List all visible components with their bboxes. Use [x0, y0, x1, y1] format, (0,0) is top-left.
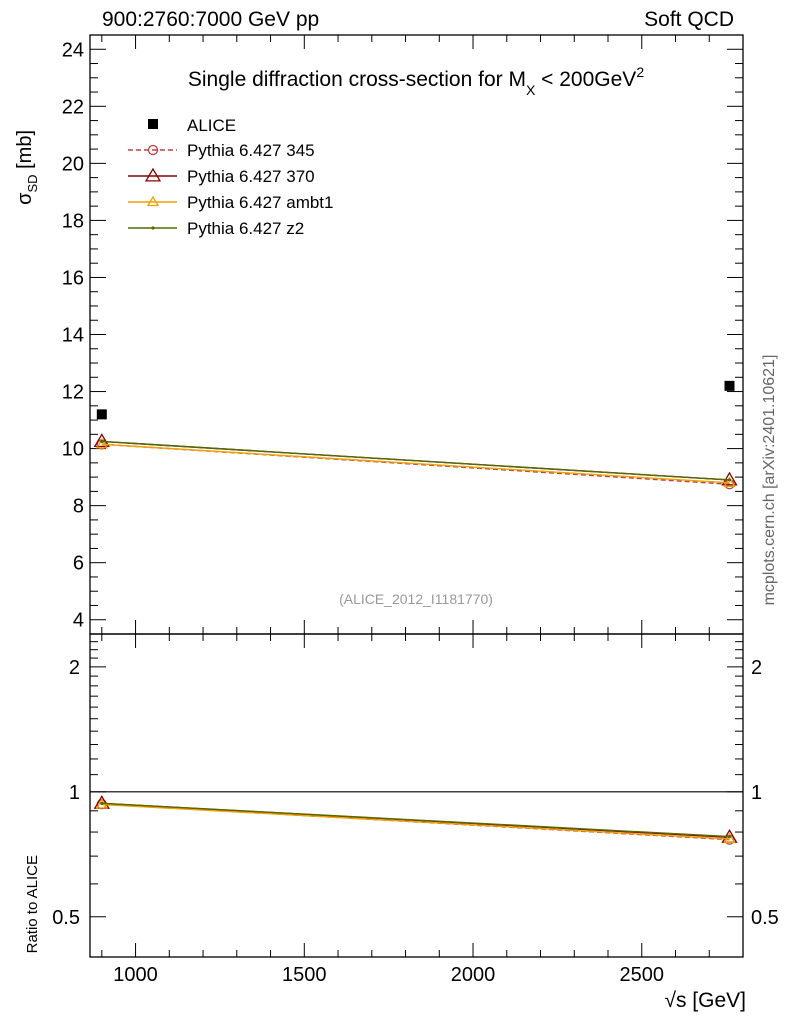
- x-tick-label: 1500: [282, 964, 327, 986]
- legend: ALICE Pythia 6.427 345 Pythia 6.427 370 Pyt…: [128, 116, 333, 238]
- main-y-tick-label: 24: [62, 39, 84, 61]
- main-y-tick-label: 16: [62, 267, 84, 289]
- series-line: [101, 443, 730, 484]
- ratio-y-tick-label-right: 2: [751, 657, 762, 679]
- ratio-series-point: [727, 835, 732, 839]
- main-y-tick-label: 18: [62, 210, 84, 232]
- data-point: [96, 409, 107, 420]
- main-y-axis-label: σSD [mb]: [14, 130, 40, 205]
- chart-title: Single diffraction cross-section for MX …: [188, 64, 644, 98]
- series-point: [723, 476, 736, 487]
- legend-label: Pythia 6.427 370: [187, 167, 315, 186]
- legend-marker: [147, 144, 159, 156]
- series-point: [95, 438, 108, 449]
- ratio-y-tick-label: 1: [69, 782, 80, 804]
- ratio-y-tick-label-right: 1: [751, 782, 762, 804]
- legend-label: Pythia 6.427 z2: [187, 219, 304, 238]
- ratio-y-tick-label: 2: [69, 657, 80, 679]
- watermark: (ALICE_2012_I1181770): [339, 591, 493, 607]
- ratio-series-point: [723, 832, 736, 844]
- data-point: [724, 380, 735, 391]
- series-line: [101, 440, 730, 481]
- x-tick-label: 2000: [451, 964, 496, 986]
- ratio-y-tick-label: 0.5: [52, 907, 80, 929]
- x-tick-label: 2500: [620, 964, 665, 986]
- x-tick-label: 1000: [113, 964, 158, 986]
- legend-marker-data: [148, 119, 158, 129]
- main-y-tick-label: 8: [73, 496, 84, 518]
- ratio-series-line: [101, 802, 730, 838]
- series-point: [93, 433, 110, 448]
- ratio-plot-frame: [89, 633, 744, 958]
- main-y-tick-label: 10: [62, 439, 84, 461]
- series-point: [721, 471, 738, 486]
- x-axis-label: √s [GeV]: [664, 989, 746, 1012]
- main-y-tick-label: 4: [73, 610, 84, 632]
- header-left: 900:2760:7000 GeV pp: [102, 8, 320, 31]
- main-y-tick-label: 20: [62, 153, 84, 175]
- main-y-tick-label: 12: [62, 382, 84, 404]
- legend-label: Pythia 6.427 ambt1: [187, 193, 333, 212]
- main-y-tick-label: 14: [62, 325, 84, 347]
- ratio-series-line: [101, 803, 730, 840]
- series-point: [100, 439, 104, 444]
- header-right: Soft QCD: [644, 8, 734, 31]
- legend-label: Pythia 6.427 345: [187, 141, 315, 160]
- ratio-series-point: [100, 801, 104, 805]
- ratio-y-tick-label-right: 0.5: [751, 907, 779, 929]
- series-point: [727, 478, 732, 482]
- main-y-tick-label: 22: [62, 96, 84, 118]
- main-y-tick-label: 6: [73, 553, 84, 575]
- legend-marker: [144, 167, 162, 182]
- ratio-y-axis-label: Ratio to ALICE: [24, 855, 41, 953]
- legend-marker: [151, 226, 155, 230]
- legend-marker: [146, 195, 160, 207]
- legend-label: ALICE: [187, 116, 236, 135]
